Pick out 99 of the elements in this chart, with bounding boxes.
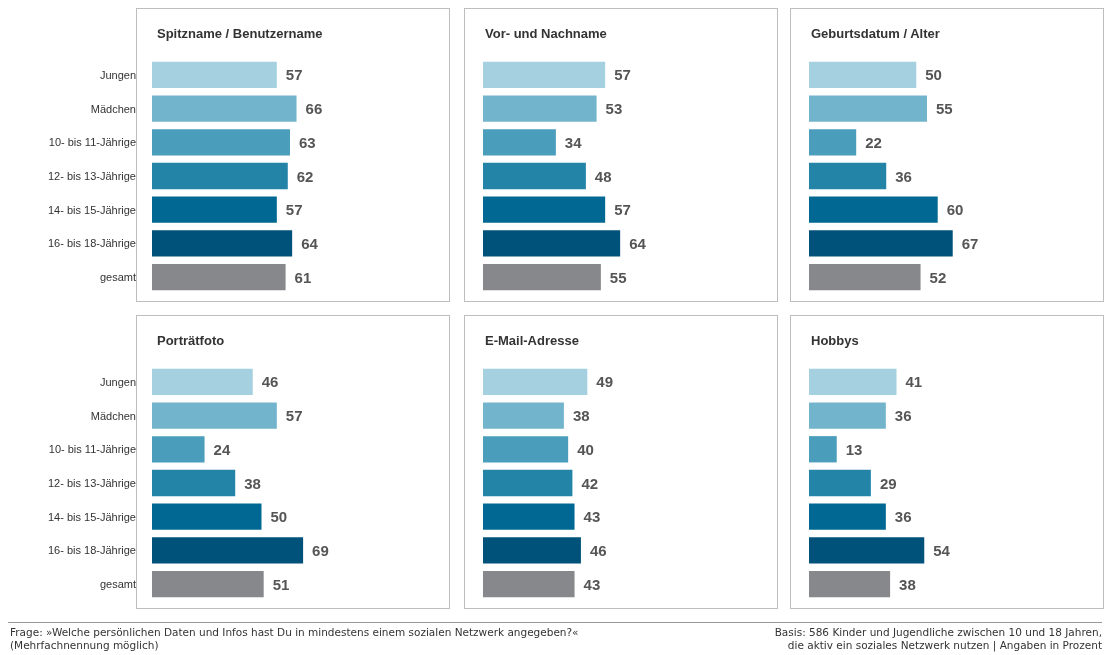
data-label: 42 bbox=[581, 474, 599, 492]
text: Basis: 586 Kinder und Jugendliche zwischen 10 und 18 Jahren, die aktiv ein soziales Netzwerk nutzen | Angaben in Prozent bbox=[773, 626, 1102, 652]
bar bbox=[809, 537, 925, 564]
chart-title: Vor- und Nachname bbox=[485, 26, 607, 41]
data-label: 52 bbox=[929, 268, 947, 286]
data-label: 55 bbox=[935, 100, 953, 118]
data-label: 66 bbox=[305, 100, 323, 118]
bar bbox=[809, 402, 886, 429]
data-label: 64 bbox=[629, 234, 647, 252]
data-label: 54 bbox=[933, 541, 951, 559]
bar bbox=[809, 230, 953, 257]
chart-title: Porträtfoto bbox=[157, 333, 225, 348]
bar bbox=[809, 503, 886, 530]
chart-title: Spitzname / Benutzername bbox=[157, 26, 323, 41]
data-label: 60 bbox=[946, 201, 964, 219]
y-tick-label: 10- bis 11-Jährige bbox=[48, 443, 136, 456]
data-label: 62 bbox=[296, 167, 314, 185]
bar bbox=[809, 162, 887, 190]
data-label: 38 bbox=[899, 575, 916, 593]
data-label: 43 bbox=[583, 508, 601, 526]
data-label: 51 bbox=[272, 575, 290, 593]
data-label: 63 bbox=[298, 133, 316, 151]
bar bbox=[809, 61, 917, 89]
bar bbox=[483, 368, 588, 396]
text: Frage: »Welche persönlichen Daten und Infos hast Du in mindestens einem sozialen Netzwerk angegeben?« (Mehrfachnennung möglich) bbox=[10, 626, 580, 652]
bar bbox=[152, 368, 253, 396]
y-tick-label: Jungen bbox=[99, 375, 136, 388]
data-label: 46 bbox=[589, 541, 607, 559]
data-label: 50 bbox=[925, 66, 942, 84]
data-label: 67 bbox=[961, 234, 979, 252]
bar bbox=[152, 402, 277, 429]
y-tick-label: gesamt bbox=[99, 271, 136, 284]
bar bbox=[809, 469, 871, 497]
data-label: 57 bbox=[614, 201, 631, 219]
data-label: 38 bbox=[572, 407, 590, 425]
y-tick-label: 14- bis 15-Jährige bbox=[47, 203, 136, 216]
data-label: 24 bbox=[213, 440, 231, 458]
bar bbox=[809, 196, 938, 223]
y-tick-label: Mädchen bbox=[90, 409, 136, 422]
data-label: 13 bbox=[845, 440, 863, 458]
data-label: 40 bbox=[577, 440, 594, 458]
bar bbox=[809, 436, 837, 463]
chart-title: Geburtsdatum / Alter bbox=[811, 26, 940, 41]
data-label: 48 bbox=[594, 167, 612, 185]
y-tick-label: 14- bis 15-Jährige bbox=[47, 510, 136, 523]
bar bbox=[483, 503, 575, 530]
data-label: 50 bbox=[270, 508, 288, 526]
bar bbox=[152, 469, 236, 497]
y-tick-label: gesamt bbox=[99, 578, 136, 591]
bar bbox=[809, 129, 857, 156]
data-label: 61 bbox=[294, 268, 312, 286]
bar bbox=[152, 537, 304, 564]
y-tick-label: 12- bis 13-Jährige bbox=[47, 477, 136, 489]
data-label: 41 bbox=[905, 373, 923, 391]
data-label: 43 bbox=[583, 575, 601, 593]
y-tick-label: 16- bis 18-Jährige bbox=[47, 237, 136, 250]
data-label: 38 bbox=[244, 474, 261, 492]
data-label: 22 bbox=[865, 133, 882, 151]
bar bbox=[483, 537, 581, 564]
y-tick-label: Jungen bbox=[99, 68, 136, 81]
data-label: 36 bbox=[894, 508, 912, 526]
bar bbox=[483, 436, 569, 463]
bar bbox=[483, 570, 575, 598]
y-tick-label: 10- bis 11-Jährige bbox=[48, 136, 136, 149]
chart-title: Hobbys bbox=[811, 333, 859, 348]
data-label: 34 bbox=[564, 133, 583, 151]
bar bbox=[809, 368, 897, 396]
bar bbox=[809, 570, 891, 598]
data-label: 57 bbox=[285, 407, 303, 425]
bar bbox=[483, 469, 573, 497]
bar bbox=[483, 129, 556, 156]
data-label: 53 bbox=[605, 100, 623, 118]
bar bbox=[483, 95, 597, 122]
y-tick-label: 16- bis 18-Jährige bbox=[47, 544, 136, 557]
data-label: 49 bbox=[596, 373, 613, 391]
bar bbox=[483, 263, 601, 291]
data-label: 57 bbox=[285, 66, 303, 84]
data-label: 69 bbox=[312, 541, 329, 559]
data-label: 36 bbox=[895, 167, 912, 185]
bar bbox=[483, 230, 621, 257]
bar bbox=[809, 95, 927, 122]
bar bbox=[809, 263, 921, 291]
bar bbox=[483, 196, 606, 223]
chart-title: E-Mail-Adresse bbox=[485, 333, 579, 348]
bar bbox=[483, 162, 586, 190]
bar bbox=[483, 402, 564, 429]
y-tick-label: 12- bis 13-Jährige bbox=[47, 170, 136, 182]
bar bbox=[152, 436, 205, 463]
data-label: 46 bbox=[261, 373, 279, 391]
data-label: 55 bbox=[609, 268, 627, 286]
bar bbox=[483, 61, 606, 89]
data-label: 57 bbox=[285, 201, 303, 219]
data-label: 29 bbox=[879, 474, 897, 492]
bar bbox=[152, 570, 264, 598]
y-tick-label: Mädchen bbox=[90, 102, 136, 115]
data-label: 57 bbox=[614, 66, 631, 84]
data-label: 64 bbox=[301, 234, 319, 252]
data-label: 36 bbox=[894, 407, 912, 425]
bar bbox=[152, 503, 262, 530]
